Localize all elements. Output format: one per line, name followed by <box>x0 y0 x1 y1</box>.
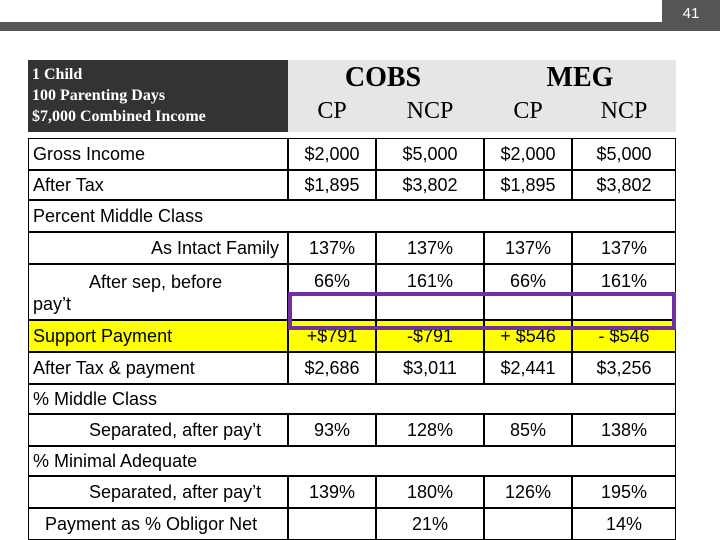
value-cell: +$791 <box>288 320 376 352</box>
value-cell: 137% <box>484 232 572 264</box>
value-cell <box>288 508 376 540</box>
row-label: Separated, after pay’t <box>28 414 288 446</box>
row-label: After Tax <box>28 170 288 200</box>
value-cell: $2,686 <box>288 352 376 384</box>
highlight-box <box>288 292 676 330</box>
value-cell: 139% <box>288 476 376 508</box>
value-cell: $2,000 <box>484 138 572 170</box>
value-cell: 137% <box>572 232 676 264</box>
value-cell: 161% <box>376 264 484 320</box>
group-head: COBS <box>344 62 422 93</box>
value-cell: -$791 <box>376 320 484 352</box>
subhead: NCP <box>600 98 648 124</box>
value-cell: 180% <box>376 476 484 508</box>
value-cell: $3,802 <box>376 170 484 200</box>
page-number-box: 41 <box>662 0 720 30</box>
top-bar <box>0 22 720 31</box>
row-label: Gross Income <box>28 138 288 170</box>
row-label: % Minimal Adequate <box>28 446 676 476</box>
row-label: Separated, after pay’t <box>28 476 288 508</box>
value-cell: - $546 <box>572 320 676 352</box>
value-cell: 137% <box>288 232 376 264</box>
value-cell: 126% <box>484 476 572 508</box>
value-cell: $2,441 <box>484 352 572 384</box>
value-cell: $2,000 <box>288 138 376 170</box>
value-cell: 128% <box>376 414 484 446</box>
value-cell: + $546 <box>484 320 572 352</box>
value-cell: 138% <box>572 414 676 446</box>
value-cell: 85% <box>484 414 572 446</box>
value-cell: 137% <box>376 232 484 264</box>
group-head: MEG <box>546 62 614 93</box>
value-cell <box>484 508 572 540</box>
row-label: % Middle Class <box>28 384 676 414</box>
row-label: Support Payment <box>28 320 288 352</box>
row-label: After sep, before pay’t <box>28 264 288 320</box>
header-right: COBS MEG CP NCP CP NCP <box>288 60 676 132</box>
row-label: Percent Middle Class <box>28 200 676 232</box>
header-left: 1 Child 100 Parenting Days $7,000 Combin… <box>28 60 288 132</box>
value-cell: $1,895 <box>288 170 376 200</box>
subhead: NCP <box>406 98 454 124</box>
value-cell: 21% <box>376 508 484 540</box>
value-cell: $3,011 <box>376 352 484 384</box>
header-line: 1 Child <box>32 66 83 83</box>
header-line: $7,000 Combined Income <box>32 108 206 125</box>
value-cell: 93% <box>288 414 376 446</box>
value-cell: 14% <box>572 508 676 540</box>
value-cell: $3,256 <box>572 352 676 384</box>
header-line: 100 Parenting Days <box>32 87 166 104</box>
subhead: CP <box>513 98 543 124</box>
row-label: After Tax & payment <box>28 352 288 384</box>
subhead: CP <box>317 98 347 124</box>
value-cell: $5,000 <box>572 138 676 170</box>
row-label: Payment as % Obligor Net <box>28 508 288 540</box>
value-cell: 195% <box>572 476 676 508</box>
value-cell: $3,802 <box>572 170 676 200</box>
value-cell: $5,000 <box>376 138 484 170</box>
row-label: As Intact Family <box>28 232 288 264</box>
value-cell: $1,895 <box>484 170 572 200</box>
